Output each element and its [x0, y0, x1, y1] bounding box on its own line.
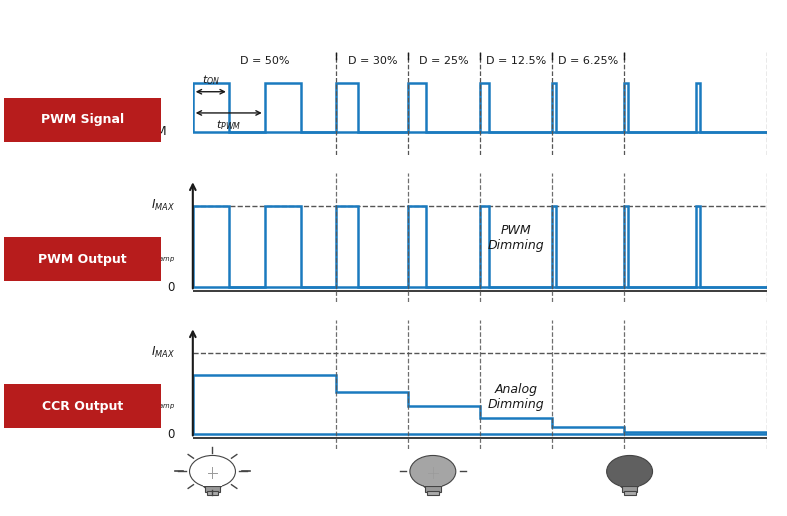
Text: $I_{MAX}$: $I_{MAX}$ — [151, 345, 175, 360]
Text: PWM Output: PWM Output — [39, 253, 127, 266]
Bar — [205, 486, 220, 492]
Bar — [622, 486, 637, 492]
Bar — [207, 491, 219, 495]
Bar — [427, 491, 439, 495]
Polygon shape — [620, 486, 639, 488]
Text: PWM Signal: PWM Signal — [41, 114, 124, 126]
Text: 0: 0 — [168, 428, 175, 441]
Text: $I_{MAX}$: $I_{MAX}$ — [151, 198, 175, 213]
Text: Analog
Dimming: Analog Dimming — [488, 383, 545, 411]
Text: D = 12.5%: D = 12.5% — [486, 56, 546, 66]
Text: D = 30%: D = 30% — [348, 56, 397, 66]
Polygon shape — [203, 484, 222, 486]
Bar — [623, 491, 635, 495]
Bar — [425, 486, 441, 492]
Polygon shape — [203, 486, 222, 488]
Text: D = 50%: D = 50% — [240, 56, 290, 66]
Text: $t_{PWM}$: $t_{PWM}$ — [216, 119, 242, 133]
Text: $I_{LED}$ or $I_{Lamp}$: $I_{LED}$ or $I_{Lamp}$ — [119, 398, 175, 412]
Text: 0: 0 — [168, 281, 175, 294]
Polygon shape — [423, 484, 442, 486]
Text: $I_{LED}$ or $I_{Lamp}$: $I_{LED}$ or $I_{Lamp}$ — [119, 251, 175, 265]
Circle shape — [607, 456, 652, 488]
Text: D = 6.25%: D = 6.25% — [558, 56, 618, 66]
Text: $t_{ON}$: $t_{ON}$ — [201, 73, 220, 87]
Text: CCR Output: CCR Output — [42, 400, 124, 413]
Text: D = 25%: D = 25% — [419, 56, 469, 66]
Circle shape — [190, 456, 235, 488]
Circle shape — [410, 456, 456, 488]
Polygon shape — [423, 486, 442, 488]
Text: PWM
Dimming: PWM Dimming — [488, 224, 545, 252]
Text: PWM: PWM — [137, 125, 168, 138]
Polygon shape — [620, 484, 639, 486]
